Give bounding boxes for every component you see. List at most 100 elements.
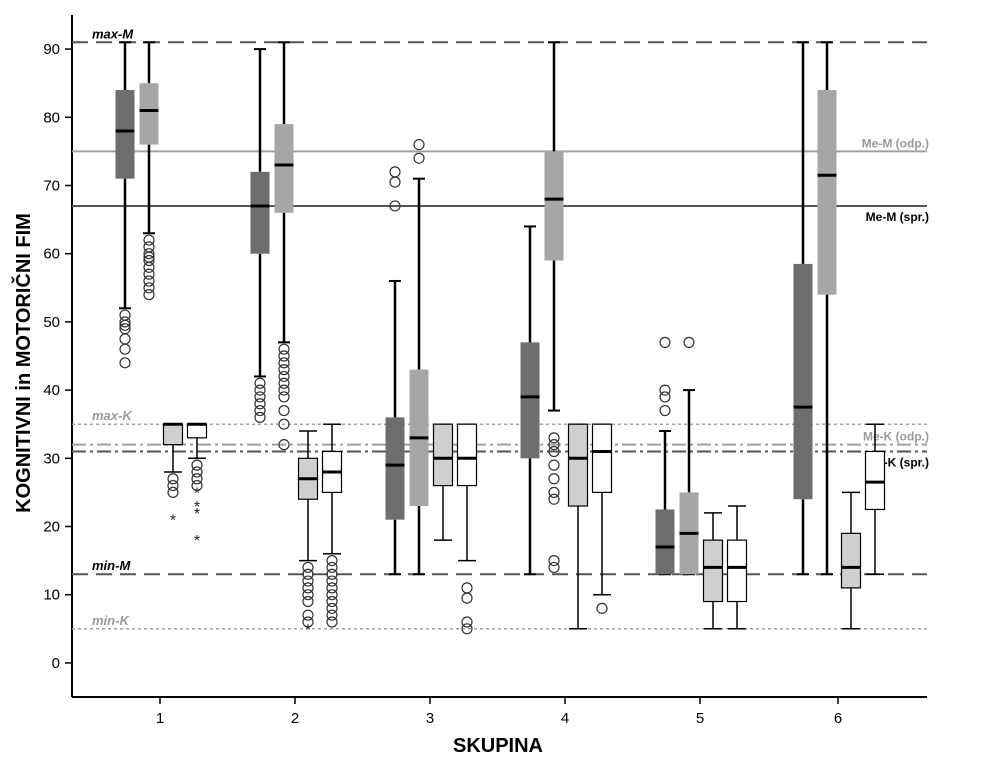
outlier-point <box>302 616 314 628</box>
extreme-point: * <box>194 533 200 550</box>
outlier-point <box>326 589 338 601</box>
x-tick-label: 5 <box>696 710 704 727</box>
box <box>520 342 540 459</box>
box <box>162 423 184 446</box>
outlier-point <box>191 459 203 471</box>
y-tick-label: 70 <box>43 178 60 195</box>
outlier-point <box>254 384 266 396</box>
outlier-point <box>326 561 338 574</box>
y-tick-label: 0 <box>52 655 60 672</box>
outlier-point <box>119 343 131 355</box>
box <box>274 124 294 213</box>
outlier-point <box>167 486 179 498</box>
box <box>817 90 837 295</box>
reference-line-label: Me-M (odp.) <box>862 136 929 150</box>
x-tick-label: 6 <box>834 710 842 727</box>
outlier-point <box>119 333 131 345</box>
outlier-point <box>302 589 314 601</box>
outlier-point <box>278 391 290 403</box>
outlier-point <box>548 561 560 574</box>
outlier-point <box>191 473 203 485</box>
outlier-point <box>461 623 473 635</box>
outlier-point <box>326 595 338 608</box>
outlier-point <box>413 138 425 151</box>
outlier-point <box>596 602 608 614</box>
box <box>186 423 208 439</box>
box <box>864 450 886 511</box>
outlier-point <box>278 439 290 451</box>
outlier-point <box>326 609 338 621</box>
outlier-point <box>278 370 290 383</box>
outlier-point <box>326 602 338 614</box>
outlier-point <box>302 568 314 580</box>
outlier-point <box>278 343 290 355</box>
y-tick-label: 90 <box>43 41 60 58</box>
outlier-point <box>119 323 131 335</box>
outlier-point <box>659 384 671 396</box>
box <box>385 417 405 520</box>
outlier-point <box>278 357 290 369</box>
outlier-point <box>413 152 425 164</box>
outlier-point <box>302 595 314 608</box>
outlier-point <box>191 466 203 478</box>
outlier-point <box>659 336 671 348</box>
x-tick-label: 4 <box>561 710 569 727</box>
outlier-point <box>548 432 560 444</box>
outlier-point <box>326 568 338 580</box>
outlier-point <box>143 289 155 301</box>
outlier-point <box>143 234 155 246</box>
outlier-point <box>254 377 266 389</box>
outlier-point <box>389 176 401 188</box>
outlier-point <box>254 391 266 403</box>
x-tick-label: 1 <box>156 710 164 727</box>
outlier-point <box>659 404 671 417</box>
outlier-point <box>548 445 560 458</box>
outlier-point <box>302 561 314 574</box>
outlier-point <box>389 166 401 178</box>
outlier-point <box>326 582 338 594</box>
outlier-point <box>461 592 473 604</box>
y-tick-label: 20 <box>43 519 60 536</box>
outlier-point <box>548 473 560 485</box>
box <box>793 263 813 500</box>
outlier-point <box>143 282 155 294</box>
box <box>726 539 748 603</box>
outlier-point <box>461 582 473 594</box>
reference-line-label: min-K <box>92 613 130 628</box>
box <box>250 171 270 254</box>
y-tick-label: 50 <box>43 314 60 331</box>
extreme-point: * <box>194 506 200 523</box>
outlier-point <box>548 554 560 567</box>
outlier-point <box>302 575 314 587</box>
outlier-point <box>548 439 560 451</box>
outlier-point <box>278 404 290 417</box>
y-tick-label: 30 <box>43 450 60 467</box>
outlier-point <box>548 459 560 471</box>
outlier-point <box>119 357 131 369</box>
outlier-point <box>548 493 560 505</box>
outlier-point <box>389 200 401 212</box>
outlier-point <box>143 275 155 287</box>
outlier-point <box>461 616 473 628</box>
outlier-point <box>278 377 290 389</box>
outlier-point <box>278 384 290 396</box>
box <box>655 509 675 575</box>
x-tick-label: 3 <box>426 710 434 727</box>
outlier-point <box>254 398 266 410</box>
x-tick-label: 2 <box>291 710 299 727</box>
outlier-point <box>143 241 155 253</box>
reference-line-label: max-K <box>92 408 133 423</box>
x-axis-title: SKUPINA <box>453 735 543 757</box>
outlier-point <box>278 364 290 376</box>
outlier-point <box>119 309 131 321</box>
extreme-point: * <box>305 622 311 639</box>
extreme-point: * <box>170 513 176 530</box>
outlier-point <box>302 582 314 594</box>
reference-line-label: Me-K (odp.) <box>863 430 929 444</box>
outlier-point <box>659 391 671 403</box>
y-tick-label: 60 <box>43 246 60 263</box>
outlier-point <box>191 479 203 492</box>
box <box>702 539 724 603</box>
